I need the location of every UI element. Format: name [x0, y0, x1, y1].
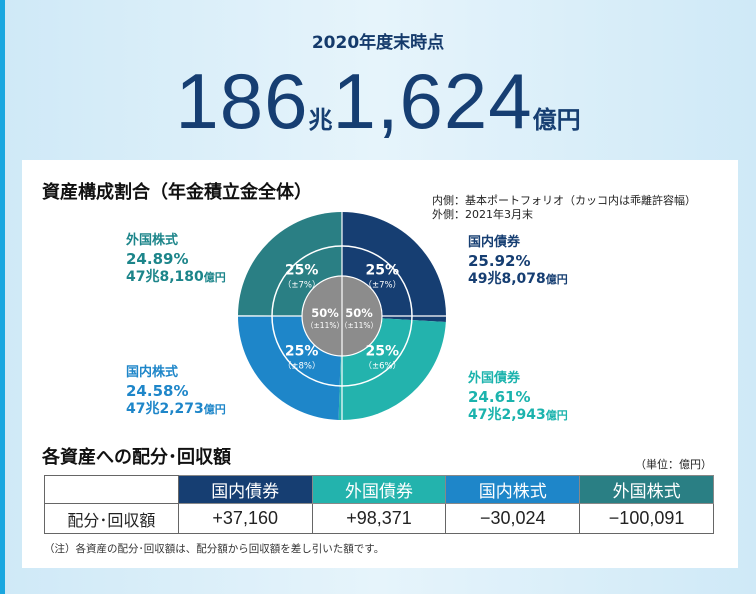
label-domestic-stocks: 国内株式 24.58% 47兆2,273億円 [126, 364, 226, 419]
flows-row-label: 配分･回収額 [44, 503, 179, 534]
inner-label-foreign-stocks: 25% [285, 263, 319, 279]
total-trillion-number: 186 [175, 57, 309, 145]
inner-band-foreign-bonds: （±6%） [364, 360, 402, 371]
flow-foreign-stocks: −100,091 [579, 503, 714, 534]
flows-header-blank [44, 475, 179, 504]
flows-title: 各資産への配分･回収額 [42, 447, 231, 468]
center-label-stocks: 50% [311, 306, 339, 320]
label-foreign-bonds: 外国債券 24.61% 47兆2,943億円 [468, 370, 568, 425]
inner-band-domestic-bonds: （±7%） [364, 280, 402, 291]
center-label-bonds: 50% [345, 306, 373, 320]
label-foreign-stocks: 外国株式 24.89% 47兆8,180億円 [126, 232, 226, 287]
inner-band-foreign-stocks: （±7%） [283, 280, 321, 291]
domestic-bonds-name: 国内債券 [468, 235, 521, 250]
foreign-stocks-amount: 47兆8,180億円 [126, 269, 226, 285]
flows-header-domestic-bonds: 国内債券 [177, 475, 313, 504]
composition-title: 資産構成割合（年金積立金全体） [42, 182, 312, 203]
total-oku-unit: 億円 [532, 106, 581, 134]
flows-header-foreign-bonds: 外国債券 [311, 475, 447, 504]
foreign-stocks-name: 外国株式 [126, 233, 179, 248]
domestic-stocks-amount: 47兆2,273億円 [126, 401, 226, 417]
label-domestic-bonds: 国内債券 25.92% 49兆8,078億円 [468, 234, 568, 289]
foreign-stocks-pct: 24.89% [126, 250, 189, 268]
domestic-bonds-pct: 25.92% [468, 252, 531, 270]
foreign-bonds-name: 外国債券 [468, 371, 521, 386]
legend-outer-ring: 外側：2021年3月末 [432, 208, 533, 221]
domestic-bonds-amount: 49兆8,078億円 [468, 271, 568, 287]
inner-label-domestic-stocks: 25% [285, 343, 319, 359]
total-trillion-unit: 兆 [308, 106, 333, 134]
center-band-stocks: （±11%） [306, 321, 344, 330]
ring-legend: 内側：基本ポートフォリオ（カッコ内は乖離許容幅） 外側：2021年3月末 [432, 194, 696, 222]
flow-domestic-stocks: −30,024 [445, 503, 581, 534]
flows-header-foreign-stocks: 外国株式 [579, 475, 714, 504]
foreign-bonds-amount: 47兆2,943億円 [468, 407, 568, 423]
foreign-bonds-pct: 24.61% [468, 388, 531, 406]
flows-table: 国内債券 外国債券 国内株式 外国株式 配分･回収額 +37,160 +98,3… [44, 475, 714, 534]
flows-value-row: 配分･回収額 +37,160 +98,371 −30,024 −100,091 [44, 503, 714, 534]
center-band-bonds: （±11%） [340, 321, 378, 330]
flows-footnote: （注）各資産の配分･回収額は、配分額から回収額を差し引いた額です。 [44, 543, 385, 555]
flow-domestic-bonds: +37,160 [177, 503, 313, 534]
domestic-stocks-name: 国内株式 [126, 365, 179, 380]
inner-label-domestic-bonds: 25% [366, 263, 400, 279]
portfolio-donut-chart: 25%（±7%）25%（±6%）25%（±8%）25%（±7%）50%（±11%… [238, 212, 446, 420]
inner-label-foreign-bonds: 25% [366, 343, 400, 359]
domestic-stocks-pct: 24.58% [126, 382, 189, 400]
flows-header-domestic-stocks: 国内株式 [445, 475, 581, 504]
total-assets: 186兆1,624億円 [0, 56, 756, 147]
legend-inner-ring: 内側：基本ポートフォリオ（カッコ内は乖離許容幅） [432, 194, 696, 207]
left-accent-bar [0, 0, 5, 594]
portfolio-card: 資産構成割合（年金積立金全体） 内側：基本ポートフォリオ（カッコ内は乖離許容幅）… [22, 160, 738, 568]
inner-band-domestic-stocks: （±8%） [283, 360, 321, 371]
flows-unit-note: （単位：億円） [635, 458, 712, 471]
flows-header-row: 国内債券 外国債券 国内株式 外国株式 [44, 475, 714, 504]
as-of-date: 2020年度末時点 [311, 33, 445, 53]
total-oku-number: 1,624 [332, 57, 533, 145]
flow-foreign-bonds: +98,371 [311, 503, 447, 534]
